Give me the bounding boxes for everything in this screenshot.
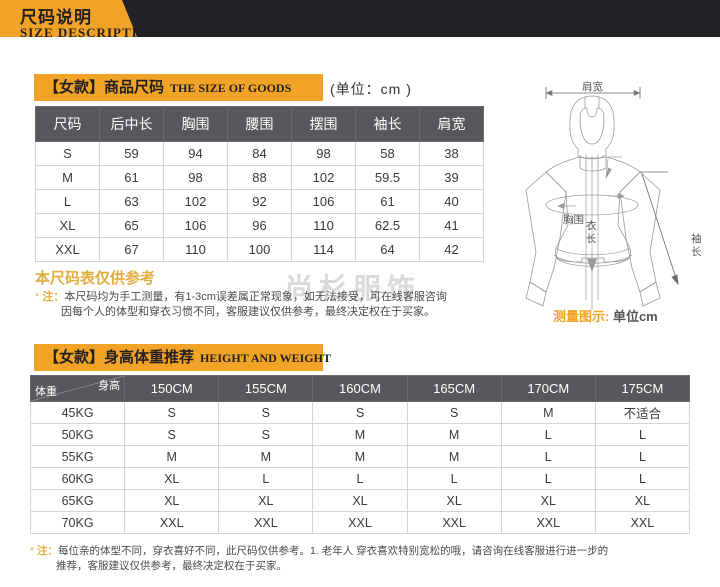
svg-text:袖: 袖	[691, 232, 702, 245]
svg-text:长: 长	[586, 233, 597, 245]
svg-text:肩宽: 肩宽	[582, 80, 603, 93]
svg-text:衣: 衣	[586, 219, 597, 232]
svg-text:胸围: 胸围	[563, 213, 584, 226]
svg-text:长: 长	[691, 246, 702, 258]
